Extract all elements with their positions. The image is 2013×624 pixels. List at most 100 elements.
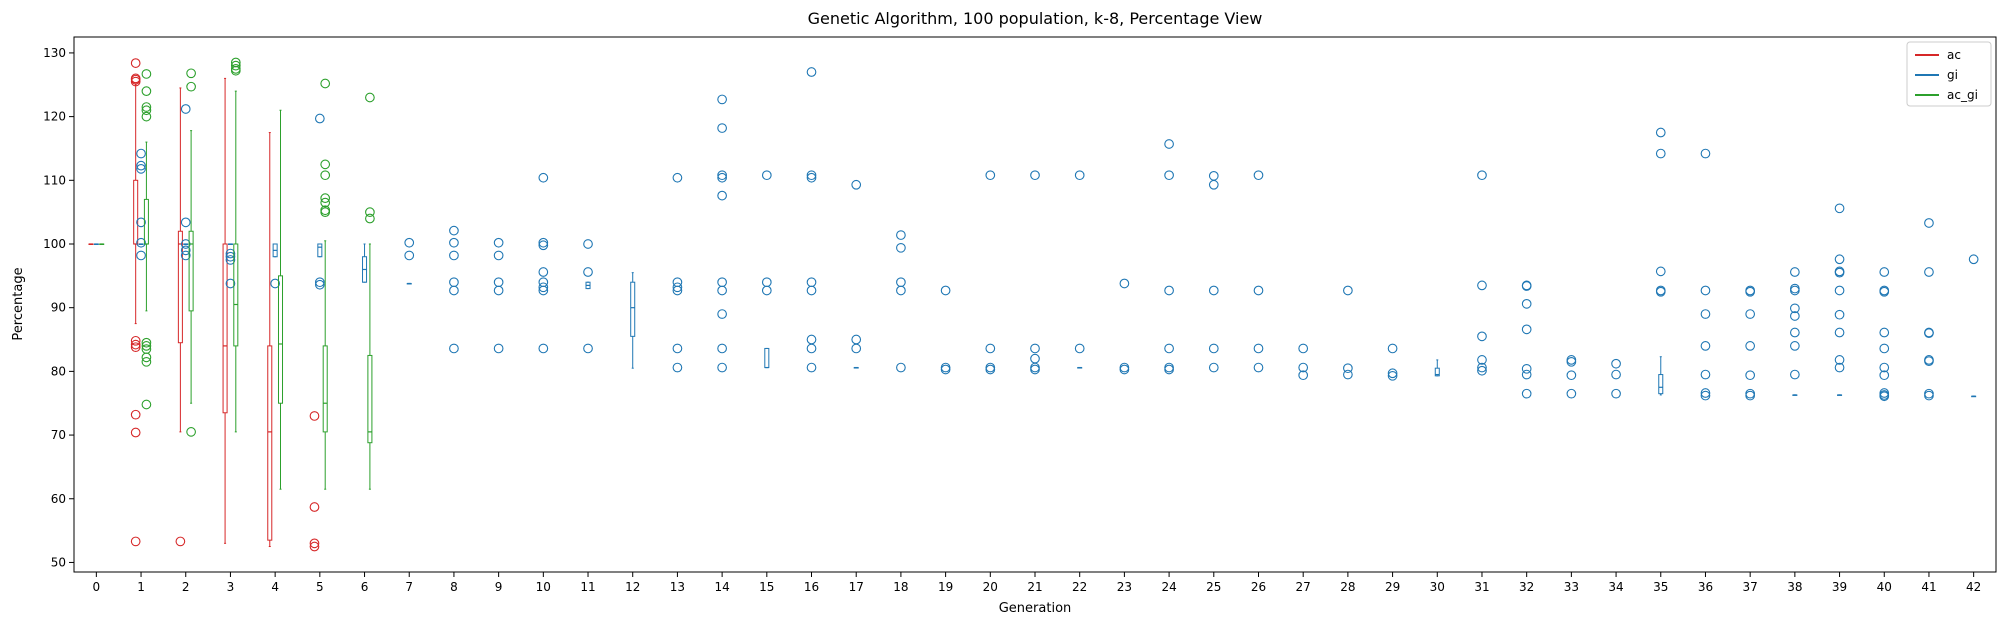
chart-title: Genetic Algorithm, 100 population, k-8, …: [808, 9, 1263, 28]
outlier-point: [1164, 362, 1174, 373]
outlier-point: [1834, 285, 1845, 296]
outlier-point: [806, 362, 817, 373]
outlier-point: [320, 193, 331, 203]
outlier-point: [672, 172, 683, 183]
x-tick-label: 20: [983, 580, 998, 594]
outlier-point: [130, 536, 141, 547]
outlier-point: [806, 172, 817, 183]
x-tick-label: 14: [714, 580, 729, 594]
box: [630, 281, 636, 337]
plot-frame: [73, 36, 1997, 573]
x-tick-label: 27: [1296, 580, 1311, 594]
legend-label: ac_gi: [1947, 88, 1978, 102]
outlier-point: [320, 207, 331, 217]
x-tick-label: 19: [938, 580, 953, 594]
outlier-point: [1298, 370, 1309, 381]
outlier-point: [141, 337, 152, 348]
y-tick-label: 100: [43, 237, 66, 251]
outlier-point: [230, 65, 241, 76]
x-tick-label: 40: [1877, 580, 1892, 594]
outlier-point: [225, 248, 236, 259]
y-axis: 50 60 70 80 90 100 110 120 130: [43, 46, 74, 569]
outlier-point: [314, 113, 325, 124]
outlier-point: [1253, 285, 1264, 296]
y-tick-label: 90: [51, 301, 66, 315]
outlier-point: [1566, 355, 1577, 365]
outlier-point: [717, 343, 727, 354]
outlier-point: [1700, 390, 1711, 401]
outlier-point: [1521, 299, 1532, 309]
outlier-point: [180, 250, 191, 261]
outlier-point: [130, 409, 141, 420]
outlier-point: [1298, 362, 1309, 373]
outlier-point: [538, 282, 549, 293]
x-tick-label: 31: [1474, 580, 1489, 594]
outlier-point: [186, 68, 196, 79]
outlier-point: [1879, 391, 1890, 402]
x-tick-label: 15: [759, 580, 774, 594]
plot-marks: [88, 57, 1979, 552]
outlier-point: [314, 279, 325, 290]
outlier-point: [1834, 254, 1845, 265]
x-tick-label: 35: [1653, 580, 1668, 594]
x-tick-label: 39: [1832, 580, 1847, 594]
outlier-point: [136, 217, 146, 228]
x-tick-label: 10: [536, 580, 551, 594]
outlier-point: [130, 58, 141, 68]
outlier-point: [1879, 327, 1890, 338]
outlier-point: [493, 277, 504, 288]
outlier-point: [583, 267, 593, 277]
outlier-point: [320, 197, 331, 208]
outlier-point: [1700, 369, 1711, 380]
outlier-point: [1164, 364, 1174, 375]
outlier-point: [1700, 341, 1711, 351]
series-ac: [88, 58, 320, 552]
outlier-point: [365, 207, 375, 217]
x-tick-label: 3: [227, 580, 235, 594]
outlier-point: [1208, 362, 1219, 373]
outlier-point: [1700, 309, 1711, 319]
outlier-point: [538, 285, 549, 296]
box: [222, 243, 228, 414]
legend-label: gi: [1947, 68, 1958, 82]
outlier-point: [1298, 343, 1309, 354]
outlier-point: [1879, 267, 1890, 277]
outlier-point: [1119, 364, 1130, 375]
outlier-point: [309, 541, 320, 552]
outlier-point: [1790, 369, 1800, 380]
outlier-point: [806, 334, 817, 345]
outlier-point: [1745, 286, 1756, 297]
x-tick-label: 21: [1027, 580, 1042, 594]
x-tick-label: 29: [1385, 580, 1400, 594]
outlier-point: [449, 277, 459, 288]
outlier-point: [1834, 203, 1845, 214]
outlier-point: [672, 285, 683, 296]
outlier-point: [1924, 388, 1934, 399]
outlier-point: [449, 343, 459, 354]
outlier-point: [806, 277, 817, 288]
outlier-point: [672, 282, 683, 293]
outlier-point: [365, 92, 375, 103]
outlier-point: [851, 179, 862, 190]
outlier-point: [1208, 179, 1219, 190]
y-tick-label: 50: [51, 555, 66, 569]
outlier-point: [672, 343, 683, 354]
outlier-point: [1387, 368, 1398, 379]
outlier-point: [851, 334, 862, 345]
x-tick-label: 12: [625, 580, 640, 594]
outlier-point: [1164, 343, 1174, 354]
outlier-point: [1119, 362, 1130, 373]
outlier-point: [141, 341, 152, 351]
outlier-point: [1477, 170, 1487, 181]
legend-label: ac: [1947, 48, 1961, 62]
outlier-point: [538, 172, 549, 183]
outlier-point: [538, 240, 549, 251]
outlier-point: [717, 309, 727, 319]
box: [177, 230, 183, 344]
outlier-point: [761, 285, 772, 296]
outlier-point: [717, 285, 727, 296]
outlier-point: [141, 399, 152, 410]
outlier-point: [136, 160, 146, 171]
outlier-point: [940, 285, 951, 296]
x-tick-label: 22: [1072, 580, 1087, 594]
